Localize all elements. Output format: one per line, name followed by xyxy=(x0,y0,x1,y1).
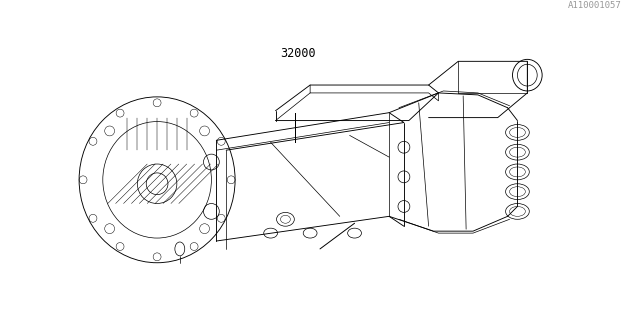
Text: A110001057: A110001057 xyxy=(568,1,622,10)
Text: 32000: 32000 xyxy=(280,46,316,60)
